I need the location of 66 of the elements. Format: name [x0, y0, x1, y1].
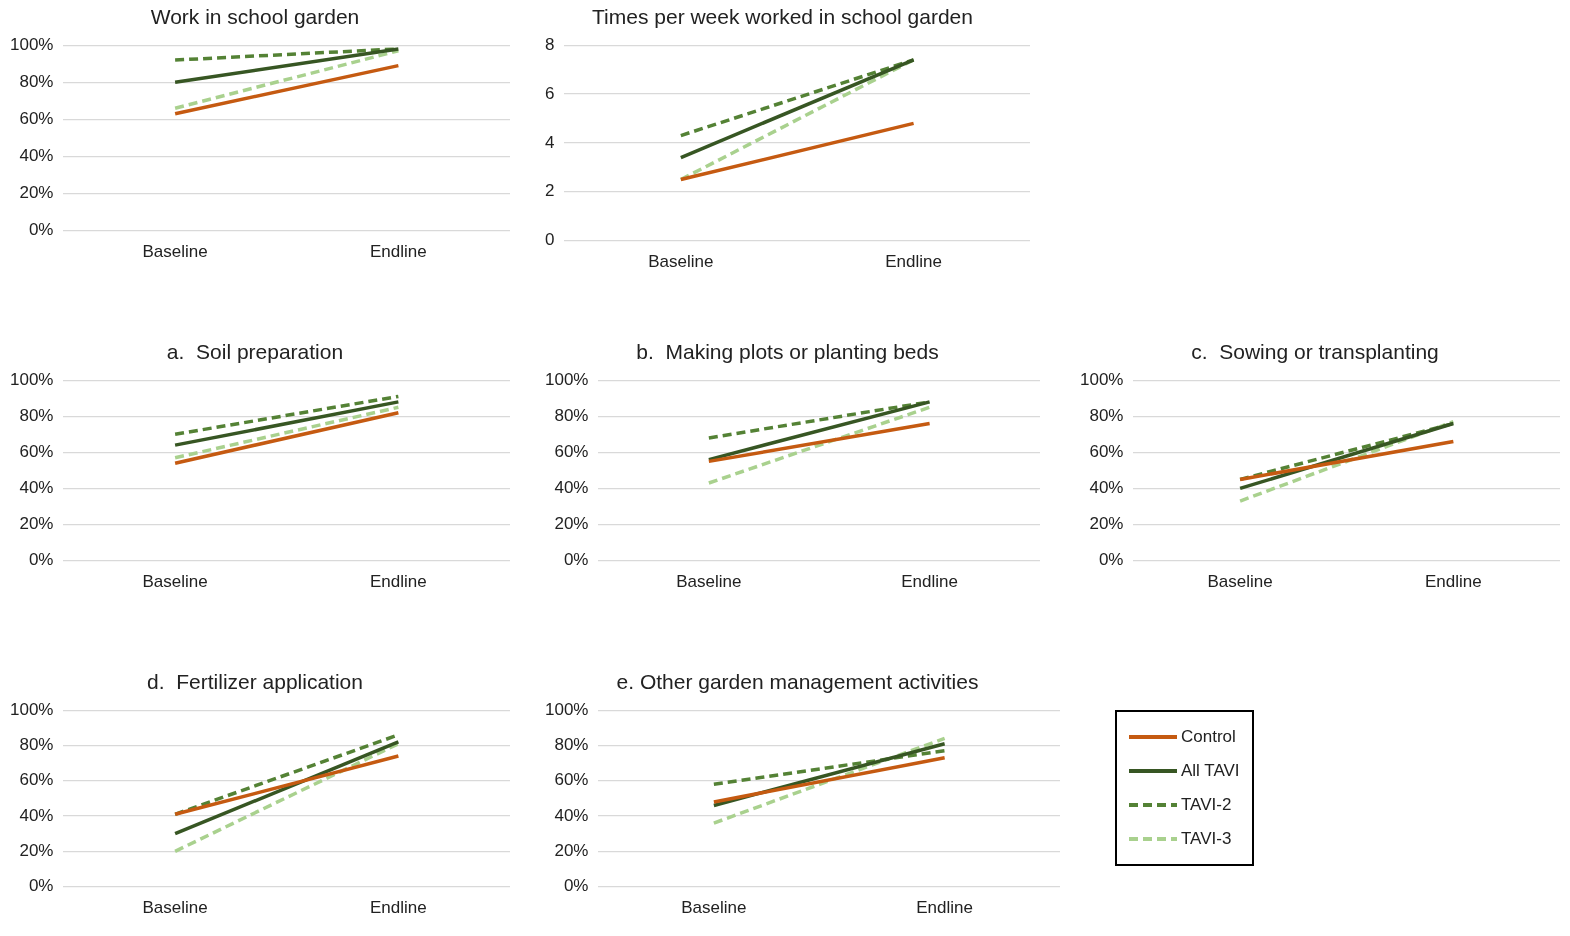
- legend-label: TAVI-2: [1181, 795, 1232, 815]
- x-tick-label: Baseline: [142, 572, 208, 592]
- y-tick-label: 100%: [545, 699, 589, 719]
- chart-title: b. Making plots or planting beds: [636, 340, 939, 364]
- y-tick-label: 80%: [19, 405, 54, 425]
- y-tick-label: 100%: [10, 369, 54, 389]
- y-tick-label: 0%: [1098, 550, 1124, 570]
- y-tick-label: 4: [544, 132, 555, 152]
- x-tick-label: Baseline: [142, 898, 208, 918]
- y-tick-label: 80%: [554, 735, 589, 755]
- y-tick-label: 20%: [19, 183, 54, 203]
- x-tick-label: Baseline: [681, 898, 747, 918]
- y-tick-label: 6: [544, 83, 555, 103]
- y-tick-label: 40%: [19, 478, 54, 498]
- y-tick-label: 40%: [554, 478, 589, 498]
- y-tick-label: 0%: [28, 876, 54, 896]
- y-tick-label: 100%: [545, 369, 589, 389]
- y-tick-label: 40%: [554, 805, 589, 825]
- y-tick-label: 80%: [19, 735, 54, 755]
- x-tick-label: Baseline: [676, 572, 742, 592]
- y-tick-label: 60%: [19, 442, 54, 462]
- y-tick-label: 0%: [563, 876, 589, 896]
- y-tick-label: 0%: [563, 550, 589, 570]
- chart-title: Work in school garden: [150, 5, 360, 29]
- y-tick-label: 60%: [554, 442, 589, 462]
- y-tick-label: 80%: [19, 71, 54, 91]
- x-tick-label: Baseline: [648, 252, 714, 272]
- x-tick-label: Endline: [916, 898, 973, 918]
- y-tick-label: 20%: [1089, 514, 1124, 534]
- y-tick-label: 0%: [28, 220, 54, 240]
- chart-title: e. Other garden management activities: [616, 670, 979, 694]
- y-tick-label: 60%: [19, 770, 54, 790]
- x-tick-label: Endline: [370, 572, 427, 592]
- y-tick-label: 80%: [1089, 405, 1124, 425]
- y-tick-label: 60%: [19, 109, 54, 129]
- y-tick-label: 100%: [10, 699, 54, 719]
- x-tick-label: Endline: [370, 898, 427, 918]
- chart-title: c. Sowing or transplanting: [1191, 340, 1439, 364]
- y-tick-label: 20%: [19, 514, 54, 534]
- y-tick-label: 60%: [554, 770, 589, 790]
- y-tick-label: 40%: [19, 805, 54, 825]
- y-tick-label: 40%: [1089, 478, 1124, 498]
- y-tick-label: 40%: [19, 146, 54, 166]
- x-tick-label: Endline: [370, 242, 427, 262]
- y-tick-label: 20%: [554, 514, 589, 534]
- x-tick-label: Baseline: [142, 242, 208, 262]
- legend-label: Control: [1181, 727, 1236, 747]
- y-tick-label: 0: [544, 230, 555, 250]
- y-tick-label: 100%: [1080, 369, 1124, 389]
- y-tick-label: 2: [544, 181, 555, 201]
- legend-label: All TAVI: [1181, 761, 1240, 781]
- x-tick-label: Endline: [1425, 572, 1482, 592]
- chart-title: Times per week worked in school garden: [592, 5, 973, 29]
- y-tick-label: 60%: [1089, 442, 1124, 462]
- x-tick-label: Endline: [885, 252, 942, 272]
- x-tick-label: Baseline: [1207, 572, 1273, 592]
- chart-title: a. Soil preparation: [166, 340, 344, 364]
- y-tick-label: 100%: [10, 34, 54, 54]
- y-tick-label: 20%: [554, 841, 589, 861]
- x-tick-label: Endline: [901, 572, 958, 592]
- y-tick-label: 8: [544, 34, 555, 54]
- y-tick-label: 80%: [554, 405, 589, 425]
- y-tick-label: 20%: [19, 841, 54, 861]
- y-tick-label: 0%: [28, 550, 54, 570]
- legend-label: TAVI-3: [1181, 829, 1232, 849]
- chart-title: d. Fertilizer application: [147, 670, 363, 694]
